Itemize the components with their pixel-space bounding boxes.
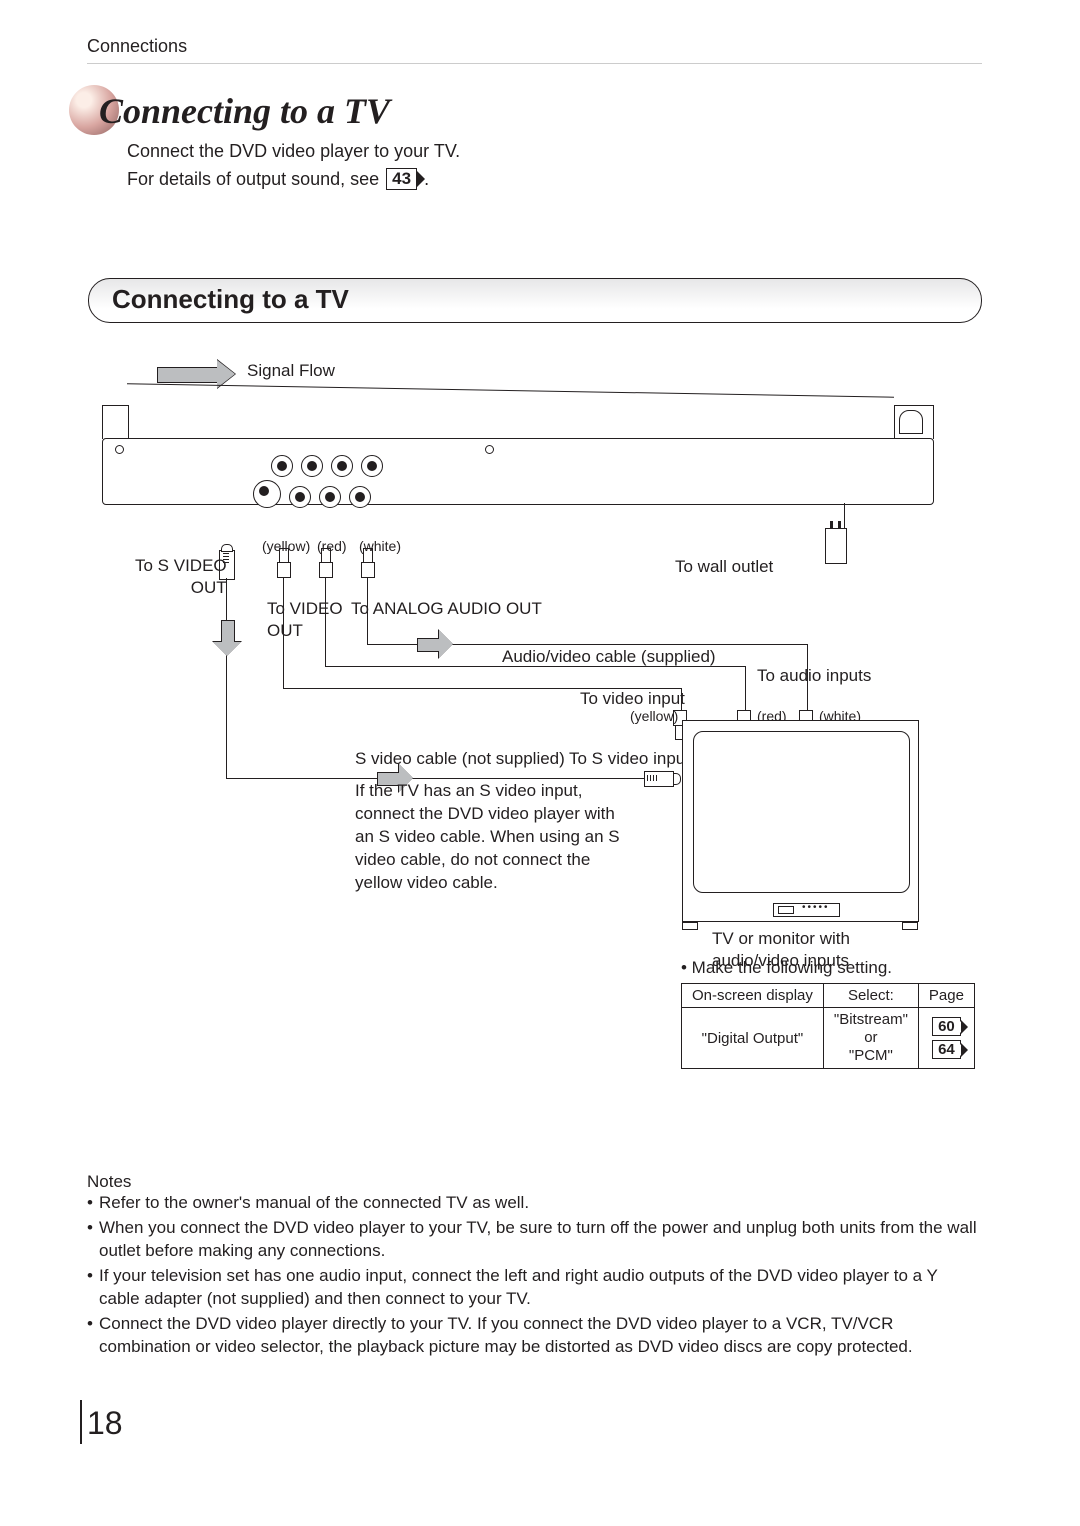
svideo-cable — [226, 578, 227, 778]
label-wall-outlet: To wall outlet — [675, 556, 773, 578]
intro-line-1: Connect the DVD video player to your TV. — [127, 141, 460, 162]
table-header: Page — [918, 984, 974, 1008]
connection-diagram: Signal Flow To wall outlet To S VIDEO OU… — [87, 350, 982, 1100]
dot-icon — [485, 445, 494, 454]
table-cell: 60 64 — [918, 1008, 974, 1069]
svideo-note: If the TV has an S video input, connect … — [355, 780, 635, 895]
note-item: Connect the DVD video player directly to… — [87, 1313, 982, 1359]
tv-foot-icon — [682, 922, 698, 930]
page-ref-64: 64 — [932, 1040, 961, 1059]
label-red: (red) — [317, 538, 347, 554]
tv-foot-icon — [902, 922, 918, 930]
label-analog-audio-out: To ANALOG AUDIO OUT — [351, 598, 542, 620]
label-svideo-input: To S video input — [569, 748, 690, 770]
jack-panel — [249, 460, 437, 500]
notes-header: Notes — [87, 1172, 131, 1192]
note-item: If your television set has one audio inp… — [87, 1265, 982, 1311]
label-svideo-cable: S video cable (not supplied) — [355, 748, 565, 770]
label-video-out: To VIDEO OUT — [267, 598, 343, 642]
svideo-plug-right-icon — [644, 771, 674, 787]
label-s-video-out: To S VIDEO OUT — [135, 555, 227, 599]
tv-icon — [682, 720, 919, 922]
label-video-input: To video input — [580, 688, 685, 710]
label-av-cable: Audio/video cable (supplied) — [502, 646, 716, 668]
dot-icon — [115, 445, 124, 454]
player-perspective-lines — [127, 390, 894, 438]
notes-list: Refer to the owner's manual of the conne… — [87, 1192, 982, 1361]
section-header: Connections — [87, 36, 187, 57]
signal-flow-label: Signal Flow — [247, 360, 335, 382]
subtitle-text: Connecting to a TV — [112, 284, 349, 315]
label-yellow-tv: (yellow) — [630, 708, 678, 724]
page-ref-43: 43 — [386, 168, 417, 190]
flow-arrow-icon — [417, 630, 453, 658]
svideo-cable — [226, 778, 646, 779]
intro-line-2: For details of output sound, see 43 . — [127, 169, 429, 191]
label-audio-inputs: To audio inputs — [757, 665, 871, 687]
table-cell: "Bitstream" or "PCM" — [823, 1008, 918, 1069]
settings-table: On-screen display Select: Page "Digital … — [681, 983, 975, 1069]
audio-cable-r — [745, 666, 746, 712]
power-plug-icon — [825, 528, 847, 564]
page-title: Connecting to a TV — [99, 90, 390, 132]
intro-2-pre: For details of output sound, see — [127, 169, 384, 189]
table-cell: "Digital Output" — [682, 1008, 824, 1069]
dvd-player-body — [102, 438, 934, 505]
divider — [87, 63, 982, 64]
table-header: Select: — [823, 984, 918, 1008]
flow-arrow-icon — [213, 620, 241, 656]
page-number-bar — [80, 1400, 82, 1444]
page-ref-60: 60 — [932, 1017, 961, 1036]
label-white: (white) — [359, 538, 401, 554]
table-header: On-screen display — [682, 984, 824, 1008]
make-setting-note: • Make the following setting. — [681, 958, 892, 978]
note-item: When you connect the DVD video player to… — [87, 1217, 982, 1263]
page-number: 18 — [87, 1405, 123, 1442]
note-item: Refer to the owner's manual of the conne… — [87, 1192, 982, 1215]
label-yellow: (yellow) — [262, 538, 310, 554]
player-bracket-right — [894, 405, 934, 439]
player-bracket-left — [102, 405, 129, 439]
